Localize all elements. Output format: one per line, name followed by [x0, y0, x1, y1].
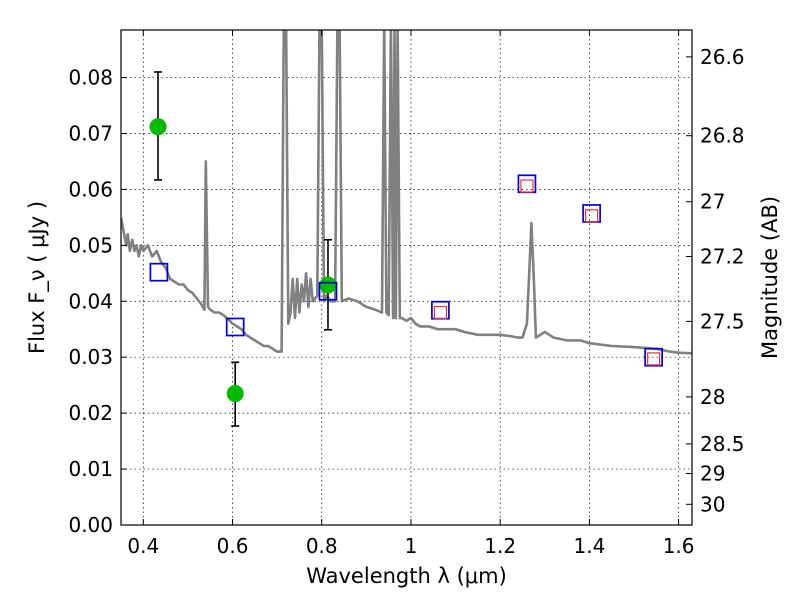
- x-axis-label: Wavelength λ (μm): [306, 564, 507, 588]
- y2-tick-label: 27.5: [700, 309, 745, 333]
- x-tick-label: 0.6: [217, 534, 249, 558]
- y2-axis: 26.6 26.8 27 27.2 27.5 28 28.5 29 30: [686, 45, 745, 516]
- x-tick-label: 0.8: [306, 534, 338, 558]
- observed-flux-point: [226, 385, 244, 403]
- x-tick-label: 1.4: [573, 534, 605, 558]
- model-flux-square: [225, 317, 245, 337]
- synthetic-flux-square: [520, 179, 534, 193]
- model-flux-square: [644, 347, 663, 367]
- y2-tick-label: 26.8: [700, 124, 745, 148]
- y2-tick-label: 27.2: [700, 245, 745, 269]
- y-tick-label: 0.03: [68, 345, 113, 369]
- y-tick-label: 0.07: [68, 121, 113, 145]
- x-tick-label: 0.4: [127, 534, 159, 558]
- x-tick-label: 1: [405, 534, 418, 558]
- observed-flux-point: [319, 276, 337, 294]
- y-tick-label: 0.06: [68, 177, 113, 201]
- x-tick-label: 1.2: [484, 534, 516, 558]
- x-axis: 0.4 0.6 0.8 1 1.2 1.4 1.6: [127, 30, 695, 558]
- synthetic-flux-square: [647, 352, 661, 366]
- model-flux-square: [149, 262, 169, 282]
- model-flux-square: [318, 281, 338, 301]
- grid: [121, 30, 692, 525]
- plot-frame: [120, 29, 693, 526]
- y2-tick-label: 26.6: [700, 45, 745, 69]
- y-axis: 0.00 0.01 0.02 0.03 0.04 0.05 0.06 0.07 0.08: [68, 66, 127, 537]
- spectrum-layer: [121, 30, 692, 355]
- y-tick-label: 0.05: [68, 233, 113, 257]
- y2-tick-label: 28: [700, 385, 725, 409]
- y2-tick-label: 30: [700, 492, 725, 516]
- y-tick-label: 0.00: [68, 513, 113, 537]
- y-tick-label: 0.04: [68, 289, 113, 313]
- y2-axis-label: Magnitude (AB): [758, 196, 782, 359]
- y2-tick-label: 28.5: [700, 432, 745, 456]
- y-tick-label: 0.02: [68, 401, 113, 425]
- x-tick-label: 1.6: [663, 534, 695, 558]
- y-axis-label: Flux F_ν ( μJy ): [25, 201, 50, 354]
- synthetic-flux-square: [433, 305, 448, 320]
- observed-flux-point: [149, 118, 167, 136]
- y-tick-label: 0.08: [68, 66, 113, 90]
- y2-tick-label: 27: [700, 190, 725, 214]
- y2-tick-label: 29: [700, 462, 725, 486]
- synthetic-flux-square: [585, 209, 599, 223]
- y-tick-label: 0.01: [68, 457, 113, 481]
- spectrum-line: [121, 30, 692, 355]
- photometry-layer: [149, 71, 663, 427]
